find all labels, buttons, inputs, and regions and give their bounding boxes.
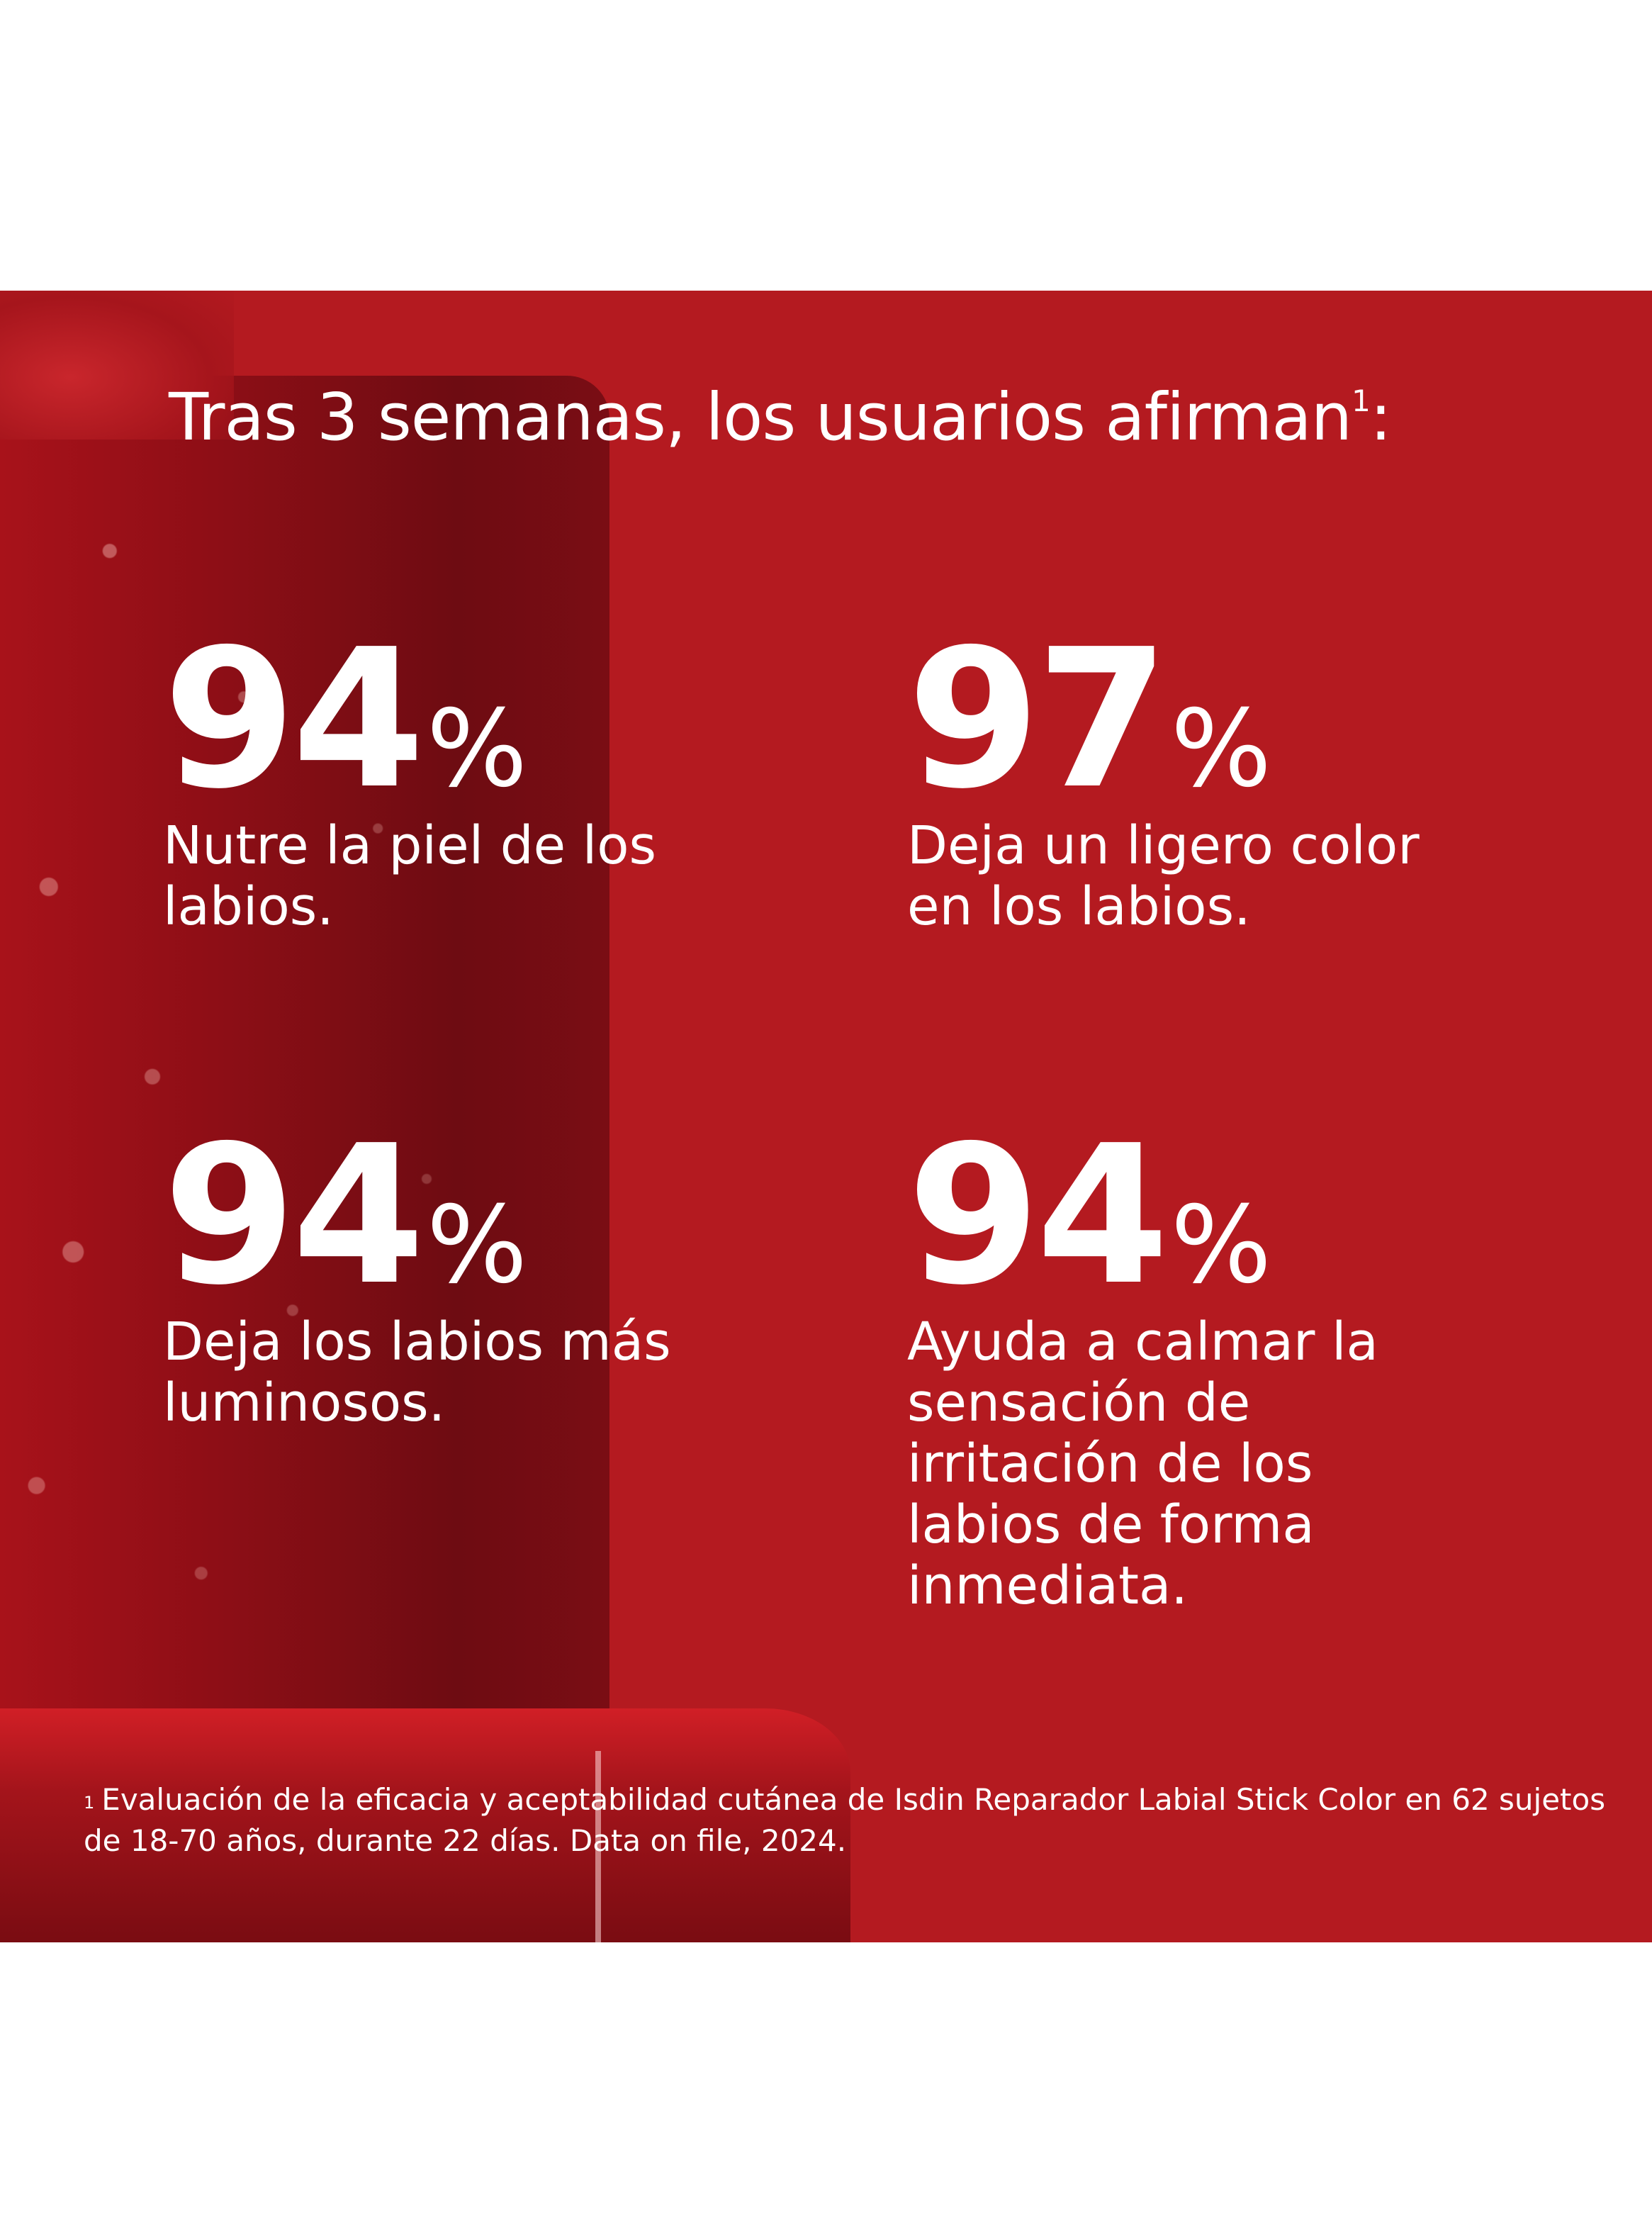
stat-number: 94%: [163, 624, 730, 815]
stat-unit: %: [1170, 1184, 1272, 1307]
stat-description: Ayuda a calmar la sensación de irritació…: [907, 1311, 1378, 1616]
footnote: 1 Evaluación de la eficacia y aceptabilid…: [84, 1779, 1607, 1862]
lip-balm-base-image: [0, 1708, 850, 1942]
stat-unit: %: [426, 1184, 528, 1307]
stat-description: Deja los labios más luminosos.: [163, 1311, 671, 1433]
stat-number: 94%: [163, 1120, 730, 1311]
page-title: Tras 3 semanas, los usuarios afirman1:: [169, 379, 1392, 455]
stat-number: 94%: [907, 1120, 1417, 1311]
title-text: Tras 3 semanas, los usuarios afirman: [169, 379, 1352, 455]
stat-soothing: 94% Ayuda a calmar la sensación de irrit…: [907, 1120, 1417, 1617]
stat-value: 97: [907, 608, 1169, 831]
title-colon: :: [1369, 379, 1392, 455]
stat-description: Nutre la piel de los labios.: [163, 815, 657, 937]
stat-nutrition: 94% Nutre la piel de los labios.: [163, 624, 730, 938]
stat-value: 94: [163, 1104, 425, 1327]
lip-balm-stick-image: [0, 291, 609, 1836]
stat-color: 97% Deja un ligero color en los labios.: [907, 624, 1474, 938]
stat-description: Deja un ligero color en los labios.: [907, 815, 1420, 937]
promo-panel: Tras 3 semanas, los usuarios afirman1: 9…: [0, 291, 1652, 1942]
stat-unit: %: [426, 688, 528, 811]
footnote-text: Evaluación de la eficacia y aceptabilida…: [84, 1782, 1606, 1858]
stat-value: 94: [907, 1104, 1169, 1327]
title-footnote-ref: 1: [1352, 384, 1371, 418]
stat-value: 94: [163, 608, 425, 831]
stat-number: 97%: [907, 624, 1474, 815]
stat-luminosity: 94% Deja los labios más luminosos.: [163, 1120, 730, 1434]
stat-unit: %: [1170, 688, 1272, 811]
footnote-marker: 1: [84, 1793, 95, 1813]
